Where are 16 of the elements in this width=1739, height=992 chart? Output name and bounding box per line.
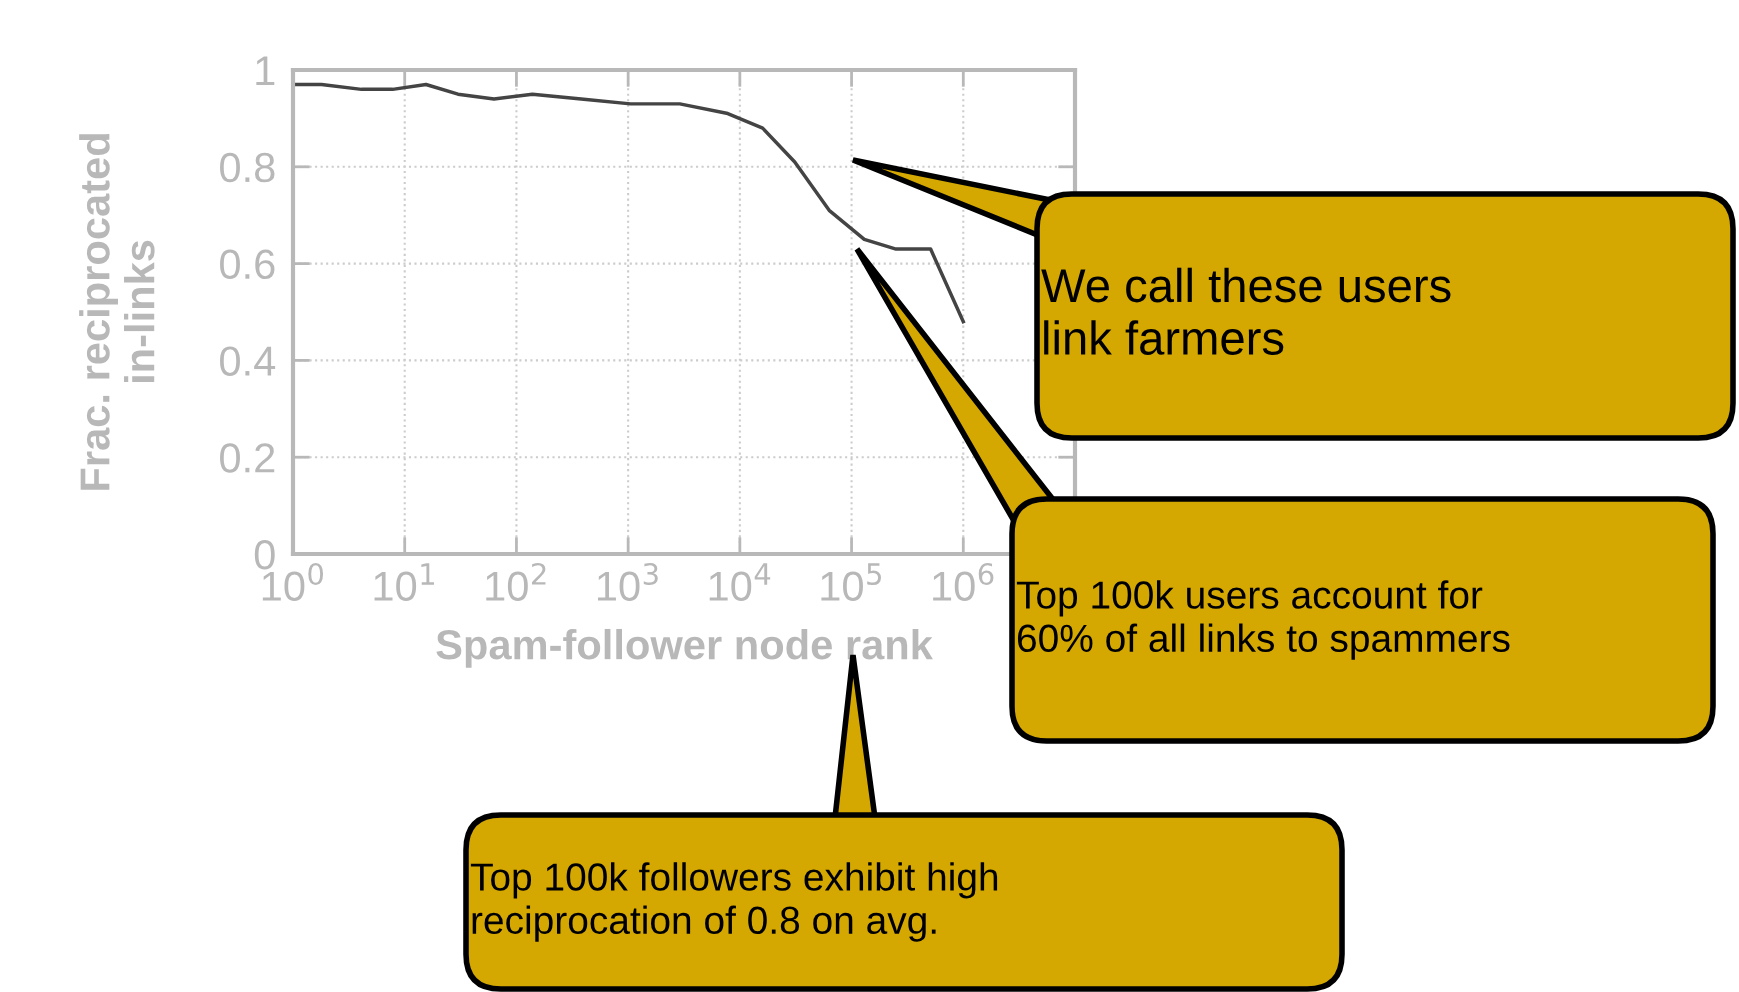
x-tick-label: 10$^{6}$ xyxy=(933,562,994,601)
x-tick-label: 10$^{2}$ xyxy=(486,562,546,601)
x-tick-label: 10$^{3}$ xyxy=(597,562,658,601)
y-tick-label: 0.2 xyxy=(220,443,275,473)
x-tick-label: 10$^{4}$ xyxy=(709,563,771,601)
x-tick-label: 10$^{5}$ xyxy=(821,563,881,601)
y-tick-label: 0.4 xyxy=(220,346,276,376)
x-tick-label: 10$^{1}$ xyxy=(374,563,434,601)
x-axis-title: Spam-follower node rank xyxy=(436,628,933,668)
y-tick-label: 0.6 xyxy=(220,249,275,280)
y-axis-title: Frac. reciprocated in-links xyxy=(79,134,155,490)
annotation: We call these users link farmers xyxy=(1041,267,1451,355)
text: Top 100k followers exhibit high reciprocation of 0.8 on avg. xyxy=(470,862,998,942)
y-tick-label: 0.8 xyxy=(220,152,275,183)
y-tick-label: 1 xyxy=(256,56,275,86)
text: Top 100k users account for 60% of all links to spammers xyxy=(1016,580,1510,660)
